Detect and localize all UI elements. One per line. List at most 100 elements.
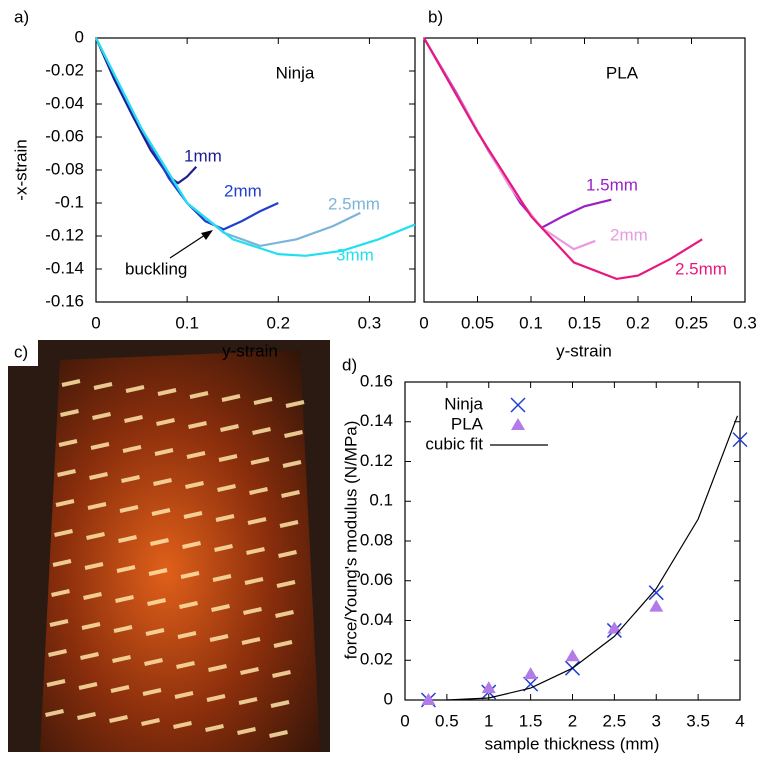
y-tick-label: 0.14 bbox=[360, 411, 393, 430]
y-tick-label: 0.16 bbox=[360, 371, 393, 390]
lattice-strut bbox=[147, 598, 166, 606]
point bbox=[649, 599, 664, 612]
y-tick-label: 0.08 bbox=[360, 530, 393, 549]
y-axis-label: -x-strain bbox=[11, 139, 30, 200]
y-tick-label: 0.06 bbox=[360, 570, 393, 589]
lattice-strut bbox=[285, 400, 305, 408]
lattice-strut bbox=[278, 550, 297, 558]
x-tick-label: 3.5 bbox=[686, 711, 710, 730]
lattice-strut bbox=[121, 475, 140, 483]
lattice-strut bbox=[269, 730, 288, 738]
lattice-strut bbox=[58, 439, 78, 447]
lattice-strut bbox=[218, 454, 238, 462]
series-line bbox=[95, 37, 416, 257]
y-tick-label: -0.04 bbox=[45, 93, 84, 112]
lattice-strut bbox=[119, 505, 139, 513]
lattice-strut bbox=[250, 457, 270, 465]
lattice-strut bbox=[182, 541, 201, 549]
lattice-strut bbox=[144, 658, 163, 666]
lattice-strut bbox=[153, 478, 172, 486]
series-label: 1.5mm bbox=[586, 175, 638, 194]
lattice-strut bbox=[284, 430, 303, 438]
series-label: 2.5mm bbox=[328, 194, 380, 213]
lattice-strut bbox=[205, 724, 224, 732]
y-tick-label: 0.02 bbox=[360, 650, 393, 669]
lattice-strut bbox=[282, 460, 302, 468]
lattice-strut bbox=[189, 391, 209, 399]
arrow-head bbox=[201, 230, 213, 240]
lattice-strut bbox=[180, 571, 200, 579]
series-label: 2mm bbox=[610, 225, 648, 244]
lattice-strut bbox=[113, 625, 133, 633]
x-tick-label: 0.1 bbox=[175, 313, 199, 332]
x-tick-label: 3 bbox=[652, 711, 661, 730]
lattice-strut bbox=[92, 412, 111, 420]
arrow bbox=[169, 232, 209, 259]
y-tick-label: -0.08 bbox=[45, 159, 84, 178]
lattice-strut bbox=[77, 712, 96, 720]
x-tick-label: 2 bbox=[568, 711, 577, 730]
lattice-strut bbox=[109, 715, 128, 723]
lattice-strut bbox=[115, 595, 134, 603]
x-tick-label: 0.25 bbox=[675, 313, 708, 332]
y-tick-label: -0.06 bbox=[45, 126, 84, 145]
y-tick-label: 0.1 bbox=[369, 491, 393, 510]
lattice-strut bbox=[212, 574, 232, 582]
x-tick-label: 4 bbox=[735, 711, 744, 730]
y-tick-label: -0.14 bbox=[45, 258, 84, 277]
lattice-strut bbox=[145, 628, 165, 636]
lattice-strut bbox=[185, 481, 204, 489]
y-tick-label: 0.04 bbox=[360, 610, 393, 629]
lattice-strut bbox=[116, 565, 136, 573]
series-line bbox=[423, 37, 612, 230]
lattice-strut bbox=[183, 511, 203, 519]
lattice-strut bbox=[141, 718, 160, 726]
lattice-strut bbox=[240, 667, 259, 675]
lattice-strut bbox=[86, 532, 105, 540]
legend-label: cubic fit bbox=[425, 434, 483, 453]
panel-label: d) bbox=[342, 355, 357, 374]
x-tick-label: 0.3 bbox=[358, 313, 382, 332]
lattice-strut bbox=[237, 727, 256, 735]
photo: c) bbox=[8, 340, 330, 752]
lattice-strut bbox=[188, 421, 207, 429]
lattice-strut bbox=[176, 661, 195, 669]
x-tick-label: 2.5 bbox=[603, 711, 627, 730]
lattice-strut bbox=[51, 589, 70, 597]
annotation: PLA bbox=[606, 63, 639, 82]
x-tick-label: 1.5 bbox=[519, 711, 543, 730]
lattice-strut bbox=[214, 544, 233, 552]
series-line bbox=[446, 415, 739, 701]
lattice-strut bbox=[80, 652, 99, 660]
lattice-strut bbox=[246, 547, 265, 555]
lattice-strut bbox=[281, 490, 300, 498]
lattice-strut bbox=[276, 580, 296, 588]
lattice-strut bbox=[148, 568, 168, 576]
lattice-strut bbox=[157, 388, 177, 396]
y-tick-label: -0.1 bbox=[55, 192, 84, 211]
lattice-strut bbox=[154, 448, 174, 456]
y-tick-label: -0.12 bbox=[45, 225, 84, 244]
lattice-strut bbox=[208, 664, 227, 672]
lattice-strut bbox=[84, 562, 104, 570]
legend-label: PLA bbox=[451, 414, 484, 433]
lattice-strut bbox=[244, 577, 264, 585]
x-tick-label: 0.05 bbox=[461, 313, 494, 332]
legend-label: Ninja bbox=[444, 394, 483, 413]
lattice-strut bbox=[209, 634, 229, 642]
panel-label: b) bbox=[428, 7, 443, 26]
y-tick-label: 0 bbox=[384, 689, 393, 708]
lattice-strut bbox=[275, 610, 294, 618]
series-label: 2mm bbox=[224, 181, 262, 200]
lattice-strut bbox=[220, 424, 239, 432]
lattice-strut bbox=[177, 631, 197, 639]
lattice-strut bbox=[151, 508, 171, 516]
lattice-strut bbox=[253, 397, 273, 405]
lattice-strut bbox=[124, 415, 143, 423]
lattice-strut bbox=[273, 640, 293, 648]
lattice-strut bbox=[110, 685, 130, 693]
panel-label-box bbox=[8, 340, 38, 366]
point bbox=[511, 418, 525, 430]
x-tick-label: 0.1 bbox=[519, 313, 543, 332]
